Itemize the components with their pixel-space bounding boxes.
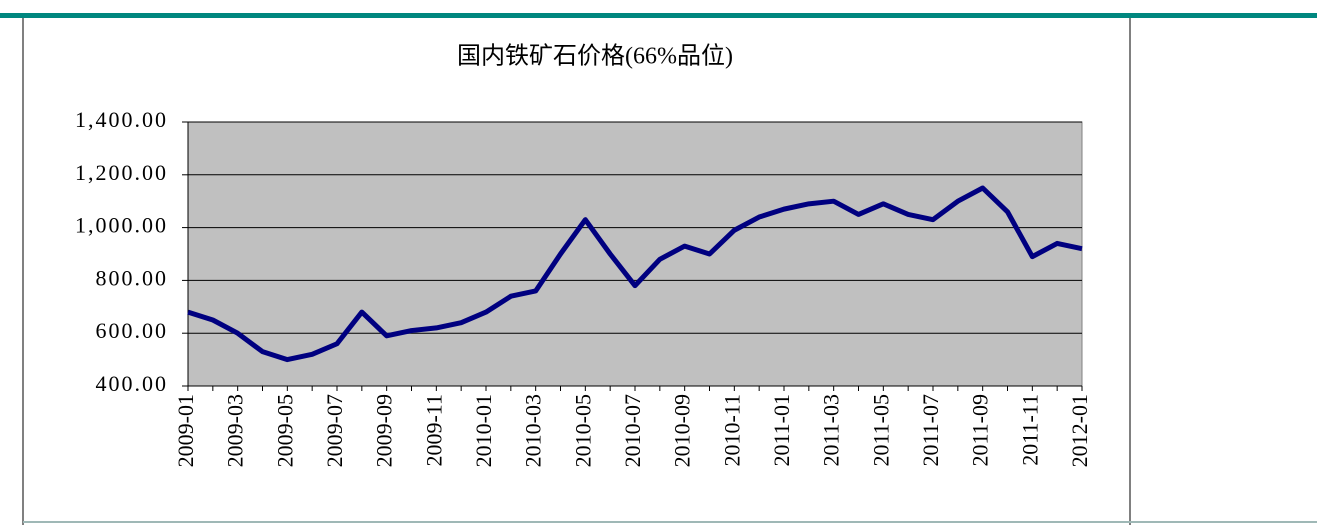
- x-tick-label: 2010-09: [670, 394, 695, 467]
- y-tick-label: 1,400.00: [75, 107, 168, 132]
- y-tick-label: 600.00: [96, 318, 169, 343]
- x-tick-label: 2012-01: [1067, 394, 1092, 467]
- x-tick-label: 2009-03: [223, 394, 248, 467]
- plot-area: [187, 121, 1083, 387]
- x-tick-label: 2011-01: [769, 394, 794, 467]
- x-tick-label: 2011-09: [968, 394, 993, 467]
- x-tick-label: 2009-01: [173, 394, 198, 467]
- x-tick-label: 2011-05: [868, 394, 893, 467]
- y-tick-label: 800.00: [96, 265, 169, 290]
- y-tick-label: 1,000.00: [75, 213, 168, 238]
- x-tick-label: 2011-07: [918, 394, 943, 467]
- x-tick-label: 2010-05: [570, 394, 595, 467]
- x-tick-label: 2011-03: [819, 394, 844, 467]
- x-tick-label: 2009-11: [421, 394, 446, 467]
- x-tick-label: 2010-03: [521, 394, 546, 467]
- x-tick-label: 2010-01: [471, 394, 496, 467]
- x-tick-label: 2009-09: [372, 394, 397, 467]
- x-tick-label: 2011-11: [1017, 394, 1042, 466]
- x-tick-label: 2010-11: [719, 394, 744, 467]
- chart-title: 国内铁矿石价格(66%品位): [457, 43, 733, 70]
- x-tick-label: 2010-07: [620, 394, 645, 467]
- price-line: [187, 185, 1083, 363]
- x-tick-label: 2009-07: [322, 394, 347, 467]
- top-rule: [0, 13, 1317, 18]
- y-tick-label: 400.00: [96, 371, 169, 396]
- y-tick-label: 1,200.00: [75, 160, 168, 185]
- x-tick-label: 2009-05: [272, 394, 297, 467]
